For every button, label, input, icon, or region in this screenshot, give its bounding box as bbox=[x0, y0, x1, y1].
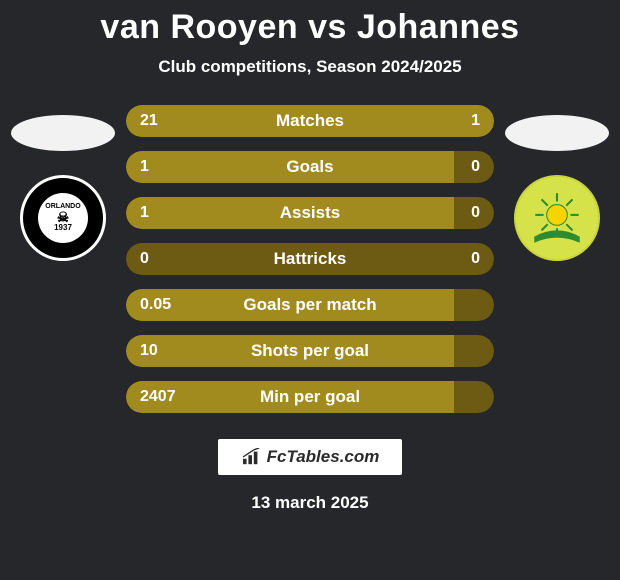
stat-value-right: 0 bbox=[434, 204, 494, 222]
stat-label: Shots per goal bbox=[186, 341, 434, 361]
right-club-logo bbox=[514, 175, 600, 261]
stat-bar: 10Shots per goal bbox=[126, 335, 494, 367]
stat-label: Goals per match bbox=[186, 295, 434, 315]
stat-value-left: 2407 bbox=[126, 388, 186, 406]
right-side bbox=[502, 105, 612, 261]
sun-icon bbox=[526, 187, 588, 249]
left-badge-year: 1937 bbox=[54, 224, 72, 233]
stat-value-right: 0 bbox=[434, 158, 494, 176]
stat-value-left: 0.05 bbox=[126, 296, 186, 314]
stat-bar: 0Hattricks0 bbox=[126, 243, 494, 275]
stat-bar: 1Assists0 bbox=[126, 197, 494, 229]
footer-date: 13 march 2025 bbox=[0, 493, 620, 513]
left-club-badge-inner: ORLANDO ☠ 1937 bbox=[38, 193, 88, 243]
stat-value-left: 0 bbox=[126, 250, 186, 268]
right-player-avatar bbox=[505, 115, 609, 151]
stat-value-left: 21 bbox=[126, 112, 186, 130]
bar-chart-icon bbox=[241, 448, 263, 466]
stat-bar: 1Goals0 bbox=[126, 151, 494, 183]
page-subtitle: Club competitions, Season 2024/2025 bbox=[0, 57, 620, 77]
left-side: ORLANDO ☠ 1937 bbox=[8, 105, 118, 261]
stat-value-right: 1 bbox=[434, 112, 494, 130]
stat-label: Matches bbox=[186, 111, 434, 131]
stat-value-left: 10 bbox=[126, 342, 186, 360]
brand-badge: FcTables.com bbox=[218, 439, 402, 475]
stat-value-right: 0 bbox=[434, 250, 494, 268]
stat-bar: 0.05Goals per match bbox=[126, 289, 494, 321]
stat-label: Goals bbox=[186, 157, 434, 177]
stat-value-left: 1 bbox=[126, 158, 186, 176]
stat-label: Min per goal bbox=[186, 387, 434, 407]
comparison-area: ORLANDO ☠ 1937 21Matches11Goals01Assists… bbox=[0, 105, 620, 413]
page-title: van Rooyen vs Johannes bbox=[0, 0, 620, 47]
stat-label: Assists bbox=[186, 203, 434, 223]
stat-bar: 2407Min per goal bbox=[126, 381, 494, 413]
stat-bar: 21Matches1 bbox=[126, 105, 494, 137]
stat-value-left: 1 bbox=[126, 204, 186, 222]
stat-bars: 21Matches11Goals01Assists00Hattricks00.0… bbox=[126, 105, 494, 413]
skull-icon: ☠ bbox=[57, 210, 70, 224]
stat-label: Hattricks bbox=[186, 249, 434, 269]
left-club-logo: ORLANDO ☠ 1937 bbox=[20, 175, 106, 261]
brand-text: FcTables.com bbox=[267, 447, 380, 467]
left-player-avatar bbox=[11, 115, 115, 151]
